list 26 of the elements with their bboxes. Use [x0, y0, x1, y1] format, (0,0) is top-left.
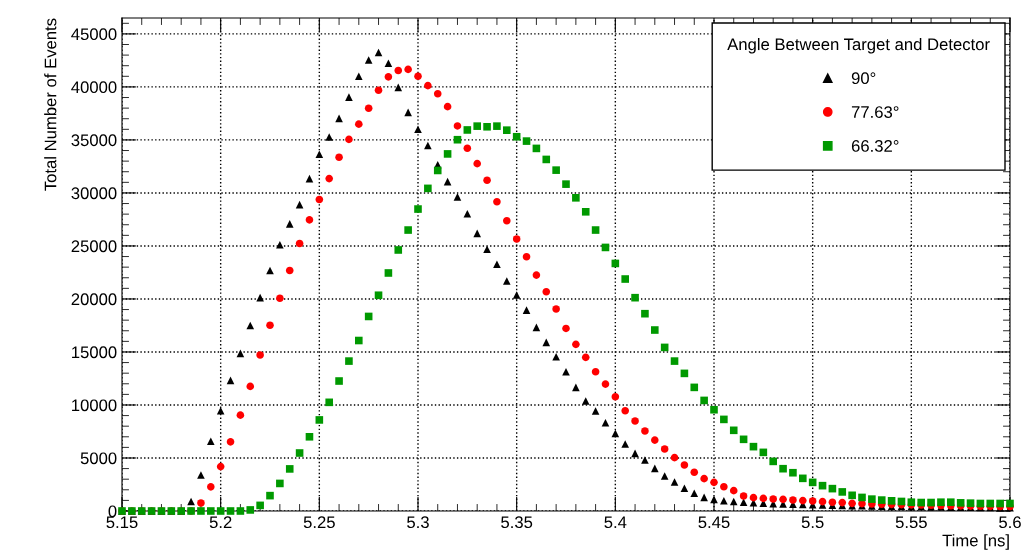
legend-label: 90° [851, 72, 876, 85]
y-tick-label: 40000 [71, 81, 117, 94]
x-tick-label: 5.35 [501, 516, 533, 529]
x-tick-label: 5.6 [999, 516, 1021, 529]
x-tick-label: 5.25 [303, 516, 335, 529]
x-tick-label: 5.5 [801, 516, 824, 529]
y-tick-label: 35000 [71, 134, 117, 147]
x-tick-label: 5.3 [407, 516, 429, 529]
legend-label: 77.63° [851, 106, 899, 118]
legend-label: 66.32° [851, 140, 899, 152]
y-tick-label: 30000 [71, 187, 117, 200]
y-axis-title: Total Number of Events [44, 18, 57, 191]
y-tick-label: 20000 [71, 293, 117, 306]
x-tick-label: 5.55 [895, 516, 927, 529]
y-tick-label: 10000 [72, 399, 117, 412]
y-tick-label: 45000 [71, 28, 117, 41]
legend-title: Angle Between Target and Detector [727, 38, 990, 54]
x-tick-label: 5.15 [106, 516, 138, 529]
y-tick-label: 15000 [72, 346, 117, 359]
x-tick-label: 5.2 [209, 516, 232, 529]
x-tick-label: 5.4 [604, 516, 627, 529]
x-tick-label: 5.45 [698, 516, 730, 529]
x-axis-title: Time [ns] [942, 534, 1009, 550]
y-tick-label: 0 [108, 505, 117, 518]
y-tick-label: 25000 [71, 240, 117, 253]
y-tick-label: 5000 [80, 452, 117, 465]
